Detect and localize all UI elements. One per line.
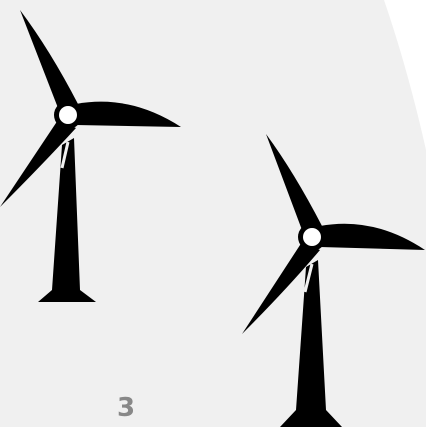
blade	[266, 134, 322, 230]
blade	[320, 223, 425, 250]
turbine-right	[242, 134, 425, 427]
blade	[242, 242, 320, 334]
tower-gap	[60, 141, 70, 169]
tower	[280, 260, 342, 427]
tile-label: 3	[117, 393, 135, 423]
tower	[38, 138, 96, 302]
white-corner	[384, 0, 426, 150]
blade	[76, 101, 181, 127]
blade	[0, 120, 76, 207]
tower-gap	[303, 263, 314, 293]
hub-center	[59, 106, 77, 124]
hub-center	[303, 228, 321, 246]
blade	[20, 10, 78, 108]
turbine-left	[0, 10, 181, 302]
